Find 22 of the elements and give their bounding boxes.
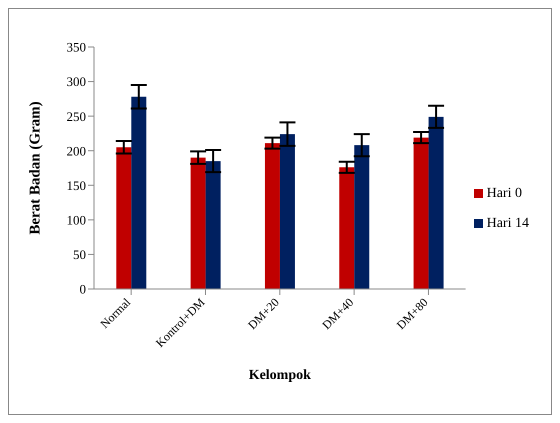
legend-label: Hari 14 xyxy=(486,216,529,231)
y-axis-title: Berat Badan (Gram) xyxy=(27,101,44,235)
bar xyxy=(116,147,132,289)
bar xyxy=(280,134,295,289)
bar xyxy=(428,116,444,289)
y-tick-label: 250 xyxy=(66,108,86,124)
bar xyxy=(206,161,221,289)
bar xyxy=(190,158,206,289)
y-tick-label: 50 xyxy=(73,247,86,262)
y-tick-label: 200 xyxy=(66,143,86,158)
y-tick-label: 350 xyxy=(66,40,86,55)
bar xyxy=(264,143,280,289)
y-tick-label: 150 xyxy=(66,178,86,193)
legend-label: Hari 0 xyxy=(486,186,522,201)
bar xyxy=(131,96,146,289)
bar xyxy=(339,167,354,289)
bar xyxy=(414,138,429,289)
y-tick-label: 100 xyxy=(66,212,86,228)
y-tick-label: 300 xyxy=(66,74,86,90)
y-tick-label: 0 xyxy=(80,282,86,297)
bar xyxy=(354,145,370,289)
x-axis-title: Kelompok xyxy=(248,368,312,383)
